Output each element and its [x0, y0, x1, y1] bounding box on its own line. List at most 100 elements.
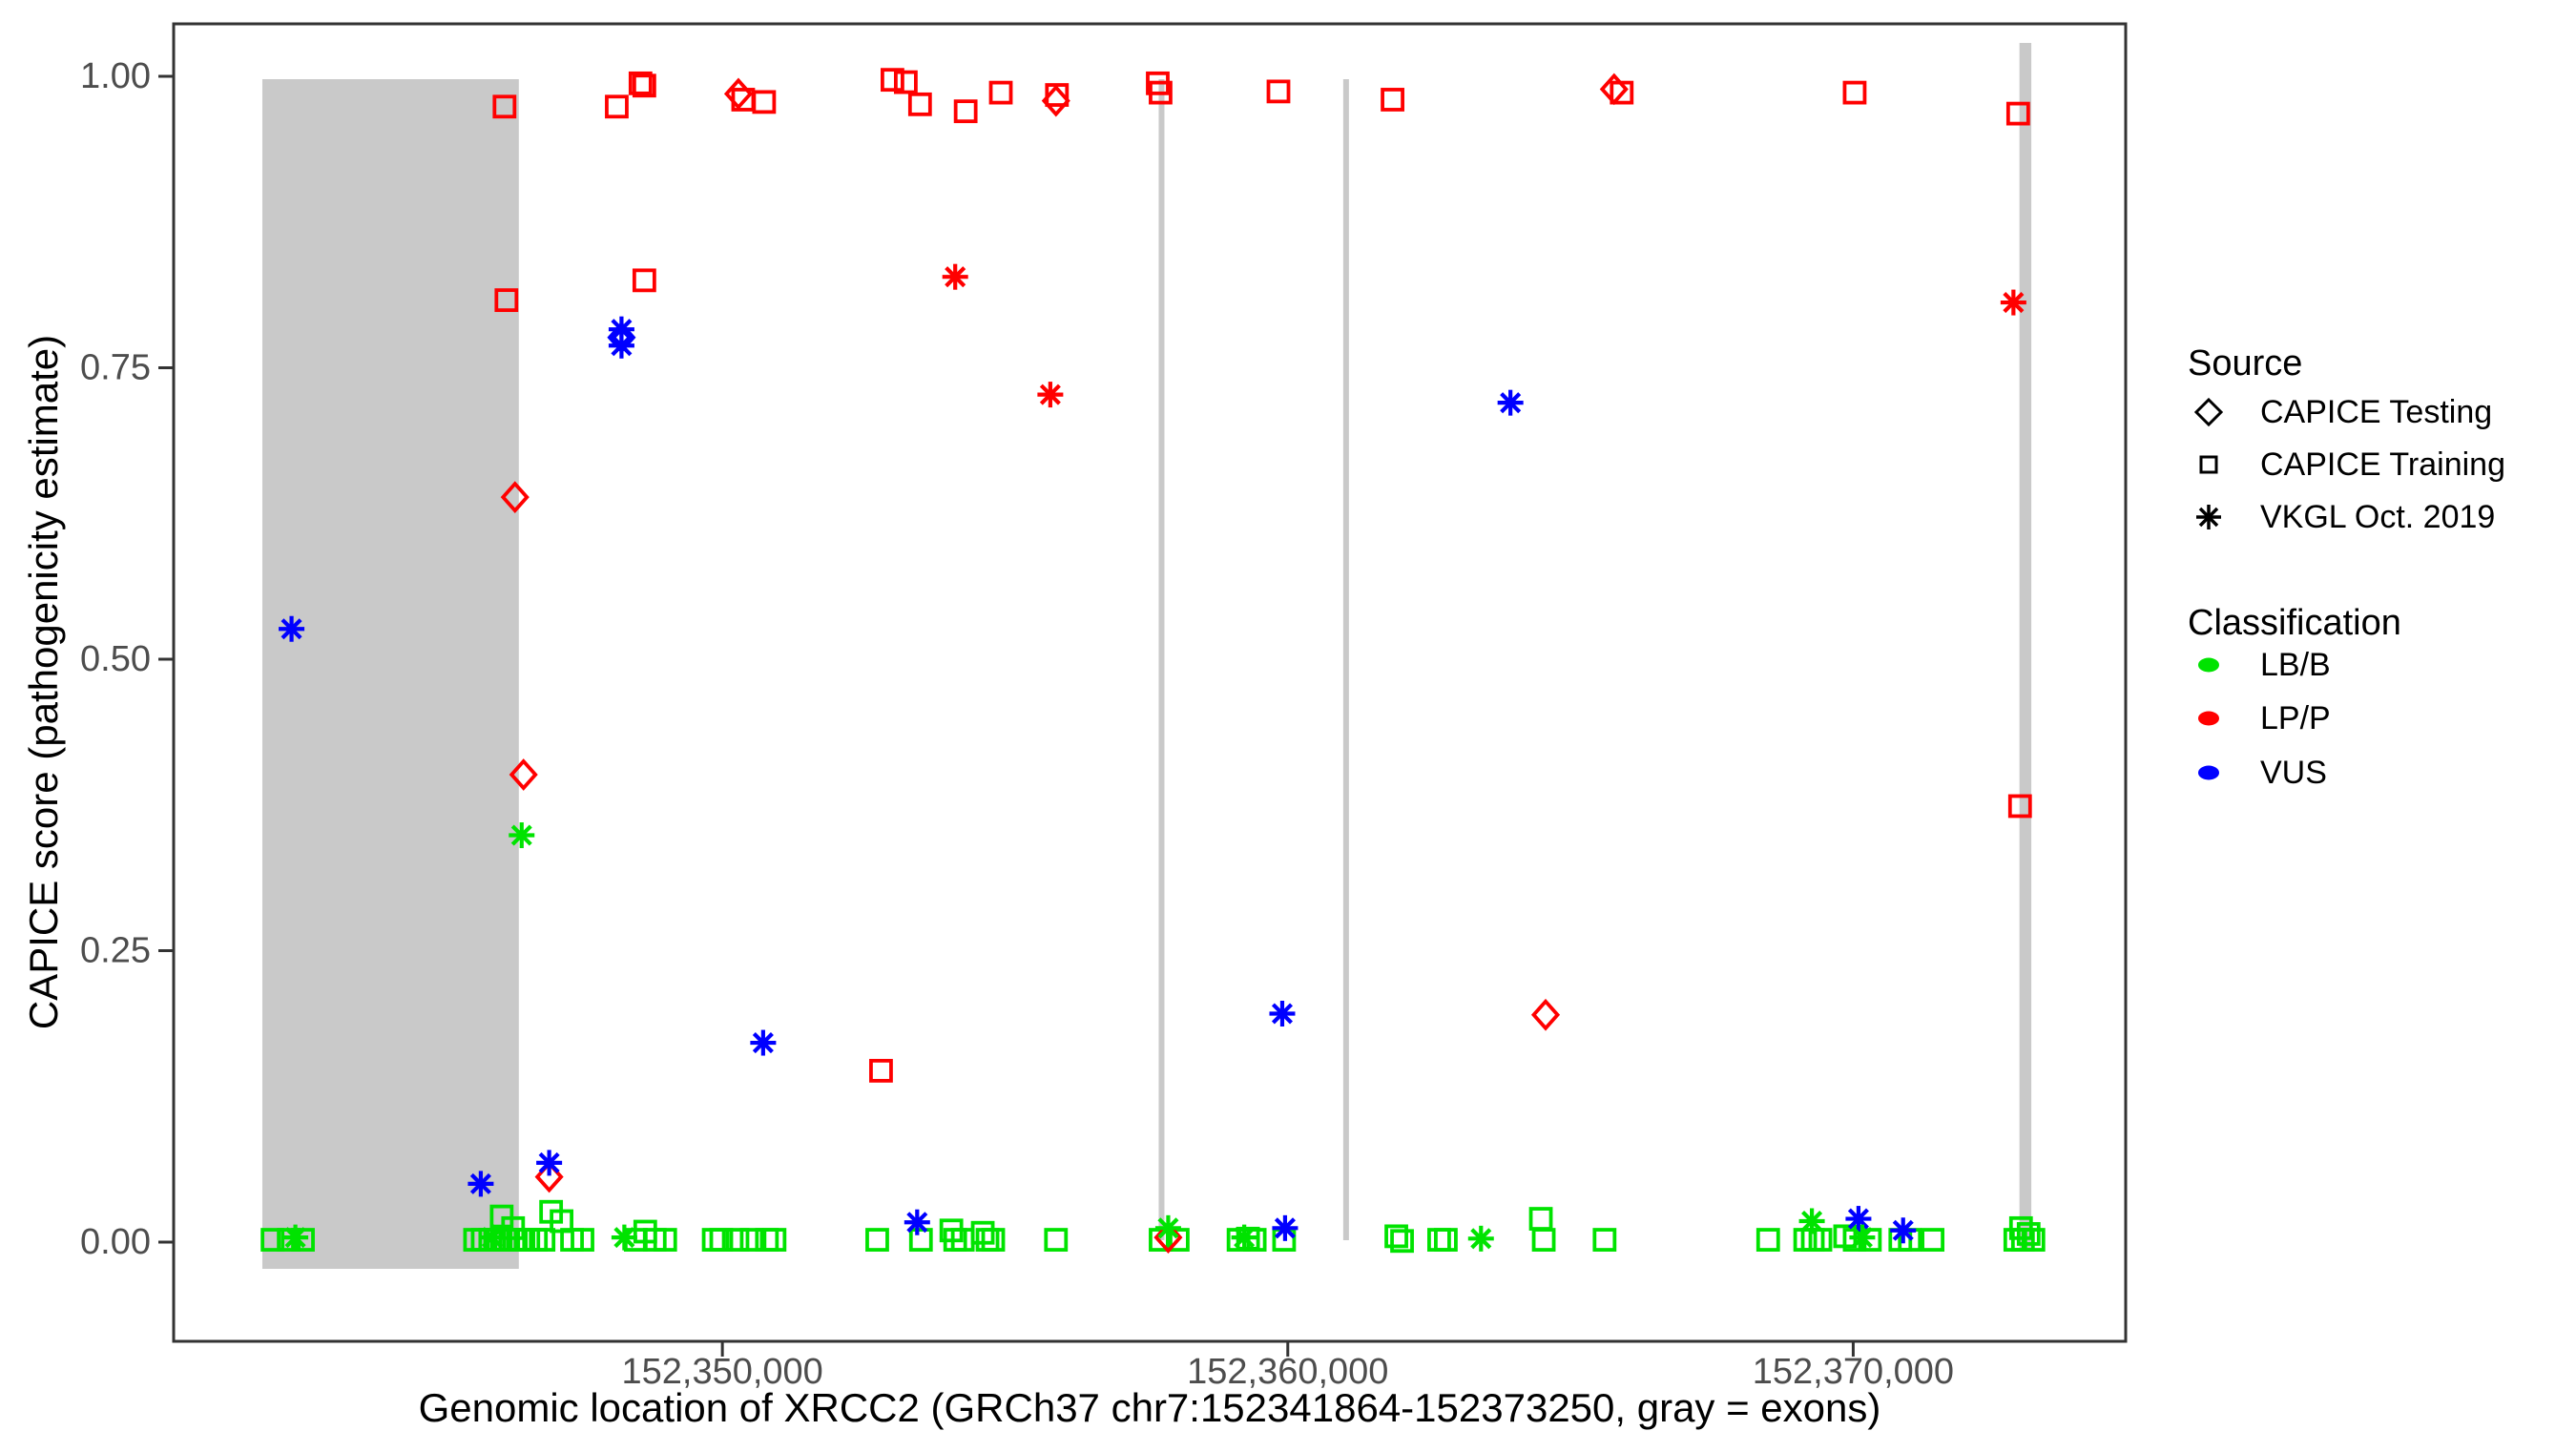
data-point-square: [739, 1228, 764, 1252]
exon-band: [261, 79, 519, 1269]
data-point-square: [1434, 1228, 1458, 1252]
legend-classification-title: Classification: [2188, 603, 2401, 643]
y-tick-label: 0.50: [80, 639, 151, 679]
data-point-diamond: [1153, 1221, 1183, 1254]
y-tick-label: 0.00: [80, 1222, 151, 1262]
data-point-square: [865, 1228, 889, 1252]
data-point-asterisk: [942, 263, 968, 290]
data-point-square: [762, 1228, 787, 1252]
data-point-square: [1149, 80, 1173, 105]
data-point-asterisk: [1037, 382, 1064, 408]
data-point-square: [632, 268, 656, 293]
data-point-asterisk: [2000, 289, 2026, 316]
legend-item-capice-training: CAPICE Training: [2188, 444, 2505, 486]
data-point-square: [881, 68, 904, 93]
data-point-square: [2016, 1222, 2041, 1246]
legend-item-label: LB/B: [2260, 646, 2331, 683]
y-tick-label: 1.00: [80, 56, 151, 96]
data-point-diamond: [1530, 998, 1561, 1031]
data-point-diamond: [500, 481, 530, 513]
data-point-square: [953, 99, 978, 124]
data-point-square: [1384, 1224, 1408, 1249]
panel-border: [172, 22, 2128, 1343]
data-point-diamond: [1041, 84, 1070, 117]
data-point-asterisk: [608, 316, 634, 342]
legend-item-label: CAPICE Testing: [2260, 393, 2493, 430]
data-point-square: [701, 1228, 726, 1252]
data-point-square: [2007, 794, 2032, 819]
data-point-diamond: [1599, 73, 1629, 106]
data-point-square: [632, 73, 656, 98]
data-point-square: [752, 90, 777, 114]
data-point-square: [893, 70, 918, 94]
data-point-asterisk: [467, 1171, 494, 1197]
data-point-asterisk: [536, 1150, 563, 1176]
exon-band: [1158, 79, 1165, 1240]
exon-band: [1342, 79, 1349, 1240]
data-point-square: [524, 1228, 549, 1252]
data-point-square: [869, 1058, 893, 1083]
data-point-asterisk: [608, 332, 634, 359]
data-point-asterisk: [1154, 1214, 1181, 1241]
data-point-asterisk: [282, 1224, 309, 1251]
data-point-asterisk: [1272, 1214, 1298, 1241]
exon-band: [2019, 43, 2032, 1248]
data-point-square: [492, 94, 517, 119]
y-axis-title: CAPICE score (pathogenicity estimate): [21, 334, 66, 1030]
data-point-square: [907, 92, 932, 116]
data-point-diamond: [723, 77, 754, 111]
data-point-square: [1528, 1207, 1553, 1231]
data-point-square: [988, 80, 1013, 105]
data-point-asterisk: [509, 822, 535, 849]
legend-item-vus: VUS: [2188, 752, 2327, 794]
data-point-square: [725, 1228, 750, 1252]
x-tick-label: 152,350,000: [621, 1352, 822, 1392]
data-point-diamond: [509, 758, 538, 791]
legend-item-vkgl: VKGL Oct. 2019: [2188, 496, 2495, 538]
data-point-square: [908, 1228, 933, 1252]
x-tick-label: 152,360,000: [1187, 1352, 1388, 1392]
legend-item-label: VKGL Oct. 2019: [2260, 498, 2496, 535]
data-point-asterisk: [611, 1224, 637, 1251]
legend-item-lpp: LP/P: [2188, 697, 2331, 739]
data-point-square: [1755, 1228, 1780, 1252]
data-point-asterisk: [1231, 1224, 1257, 1251]
data-point-asterisk: [1798, 1208, 1825, 1234]
data-point-square: [1531, 1228, 1556, 1252]
data-point-square: [1390, 1229, 1414, 1254]
data-point-square: [709, 1228, 734, 1252]
legend-item-label: VUS: [2260, 754, 2327, 791]
data-point-asterisk: [904, 1209, 930, 1235]
data-point-asterisk: [1890, 1217, 1917, 1244]
y-tick-label: 0.75: [80, 348, 151, 388]
data-point-square: [1427, 1228, 1451, 1252]
data-point-square: [605, 94, 629, 119]
data-point-square: [531, 1228, 556, 1252]
data-point-asterisk: [1497, 389, 1524, 416]
data-point-square: [2005, 101, 2030, 126]
data-point-square: [1044, 1228, 1069, 1252]
data-point-square: [260, 1228, 285, 1252]
data-point-square: [1842, 80, 1867, 105]
data-point-square: [2021, 1228, 2046, 1252]
legend-item-capice-testing: CAPICE Testing: [2188, 391, 2492, 433]
data-point-square: [653, 1228, 677, 1252]
data-point-square: [981, 1228, 1006, 1252]
data-point-square: [1381, 88, 1404, 112]
legend-item-label: LP/P: [2260, 699, 2331, 736]
y-tick-label: 0.25: [80, 931, 151, 971]
data-point-square: [571, 1228, 594, 1252]
data-point-asterisk: [1269, 1000, 1296, 1027]
data-point-square: [494, 288, 519, 313]
data-point-asterisk: [1845, 1206, 1872, 1233]
legend-source-title: Source: [2188, 343, 2303, 384]
legend-item-label: CAPICE Training: [2260, 446, 2505, 483]
data-point-asterisk: [479, 1224, 506, 1251]
data-point-square: [1266, 79, 1291, 104]
x-tick-label: 152,370,000: [1753, 1352, 1954, 1392]
data-point-square: [755, 1228, 779, 1252]
data-point-asterisk: [1849, 1224, 1876, 1251]
data-point-square: [628, 71, 653, 95]
